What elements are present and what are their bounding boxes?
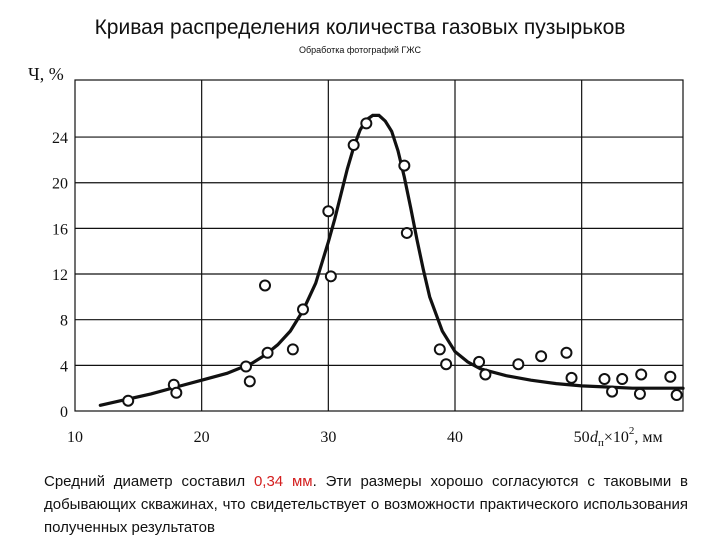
x-axis-label-exp: 2: [629, 425, 635, 437]
x-axis-label-sub: п: [598, 437, 604, 449]
y-tick-label: 16: [52, 221, 68, 238]
data-point: [240, 360, 252, 373]
fit-curve: [98, 113, 685, 407]
y-tick-label: 24: [52, 130, 68, 147]
y-tick-label: 8: [60, 313, 68, 330]
distribution-chart: 10 20 30 40 50 0 4 8 12 16 20 24 Ч, % dп×102, мм: [28, 64, 685, 449]
y-tick-label: 20: [52, 176, 68, 193]
y-tick-label: 4: [60, 358, 68, 375]
caption: Средний диаметр составил 0,34 мм. Эти ра…: [44, 470, 688, 539]
tick-labels: 10 20 30 40 50 0 4 8 12 16 20 24: [52, 130, 590, 446]
data-point: [535, 350, 548, 363]
data-point: [633, 387, 646, 400]
x-tick-label: 20: [194, 429, 210, 446]
data-point: [560, 346, 573, 359]
x-tick-label: 50: [574, 429, 590, 446]
data-point: [670, 389, 683, 402]
data-point: [286, 343, 299, 356]
data-point: [664, 370, 677, 383]
data-point: [243, 375, 256, 388]
x-axis-label-unit: , мм: [634, 429, 662, 446]
x-axis-label-factor: ×10: [604, 429, 629, 446]
grid: [75, 80, 683, 411]
data-point: [598, 373, 611, 386]
x-tick-label: 40: [447, 429, 463, 446]
data-point: [259, 279, 271, 292]
data-point: [512, 358, 525, 371]
data-point: [400, 226, 413, 239]
data-point: [360, 117, 373, 130]
mean-diameter-value: 0,34 мм: [253, 473, 313, 490]
chart-subtitle: Обработка фотографий ГЖС: [299, 45, 421, 55]
data-point: [324, 270, 337, 283]
x-tick-label: 10: [67, 429, 83, 446]
data-point: [479, 368, 492, 381]
data-point: [261, 346, 274, 359]
data-point: [565, 371, 578, 384]
plot-frame: [74, 79, 684, 412]
x-axis-label: dп×102, мм: [590, 425, 663, 449]
data-point: [170, 386, 183, 399]
data-point: [122, 394, 135, 407]
data-points: [122, 117, 683, 407]
y-tick-label: 12: [52, 267, 68, 284]
x-axis-label-var: d: [590, 429, 599, 446]
data-point: [433, 343, 446, 356]
data-point: [347, 139, 360, 152]
data-point: [473, 355, 486, 368]
caption-text-end: . Эти размеры хорошо согласуются с таков…: [44, 473, 688, 536]
data-point: [616, 373, 629, 386]
x-tick-label: 30: [320, 429, 336, 446]
data-point: [606, 385, 619, 398]
data-point: [440, 358, 453, 371]
data-point: [322, 205, 335, 218]
data-point: [297, 303, 309, 316]
y-axis-label: Ч, %: [28, 64, 64, 84]
data-point: [398, 159, 411, 172]
caption-text-start: Средний диаметр составил: [44, 473, 254, 490]
y-tick-label: 0: [60, 404, 68, 421]
data-point: [635, 368, 648, 381]
chart-title: Кривая распределения количества газовых …: [94, 16, 626, 39]
